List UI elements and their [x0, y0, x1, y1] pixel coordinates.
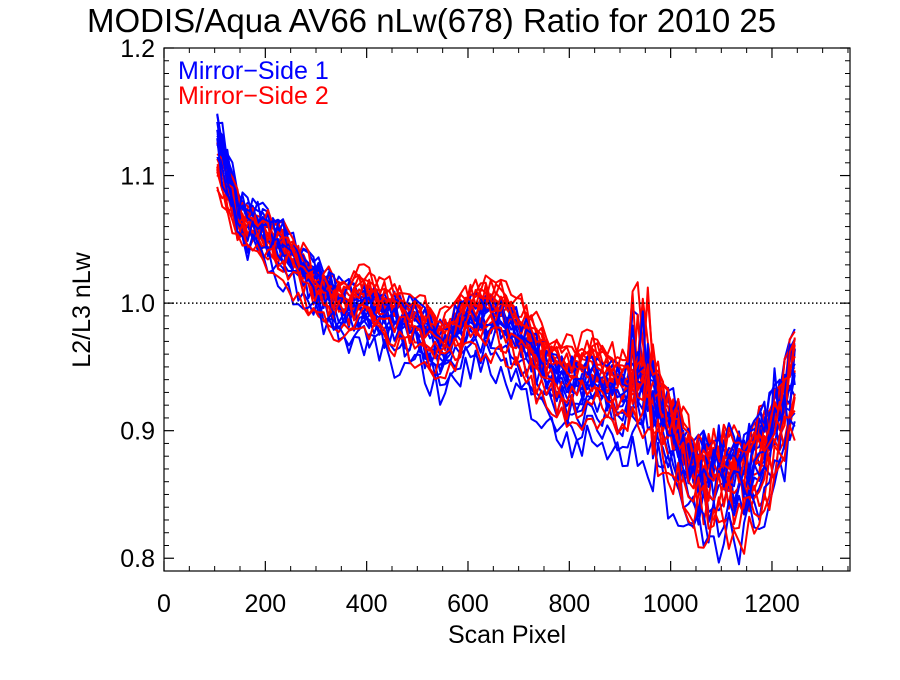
mirror-side-1-line — [216, 156, 796, 544]
y-tick-label: 0.9 — [120, 418, 155, 446]
y-tick-label: 1.0 — [120, 290, 155, 318]
x-tick-label: 400 — [346, 590, 388, 618]
x-tick-label: 800 — [548, 590, 590, 618]
mirror-side-2-line — [216, 158, 796, 463]
x-tick-label: 1200 — [744, 590, 800, 618]
mirror-side-1-line — [216, 114, 796, 462]
series-layer — [216, 113, 796, 566]
y-tick-label: 1.2 — [120, 35, 155, 63]
x-tick-label: 0 — [157, 590, 171, 618]
x-axis-label: Scan Pixel — [448, 621, 566, 649]
chart-title: MODIS/Aqua AV66 nLw(678) Ratio for 2010 … — [87, 2, 776, 39]
x-tick-label: 1000 — [643, 590, 699, 618]
axis-layer: 0 200 400 600 800 1000 1200 0.8 0.9 1.0 1.1 1.2 — [120, 35, 850, 618]
mirror-side-1-line — [216, 137, 796, 566]
plot-frame — [163, 47, 851, 572]
mirror-side-2-line — [216, 166, 796, 526]
mirror-side-2-line — [216, 168, 796, 530]
x-tick-label: 600 — [447, 590, 489, 618]
mirror-side-1-line — [216, 143, 796, 526]
y-tick-label: 1.1 — [120, 163, 155, 191]
y-axis-label: L2/L3 nLw — [68, 251, 96, 367]
y-tick-label: 0.8 — [120, 545, 155, 573]
mirror-side-2-line — [216, 171, 796, 490]
legend-mirror-side-1: Mirror−Side 1 — [178, 57, 329, 85]
x-tick-label: 200 — [244, 590, 286, 618]
legend-mirror-side-2: Mirror−Side 2 — [178, 82, 329, 110]
mirror-side-2-line — [216, 186, 796, 555]
